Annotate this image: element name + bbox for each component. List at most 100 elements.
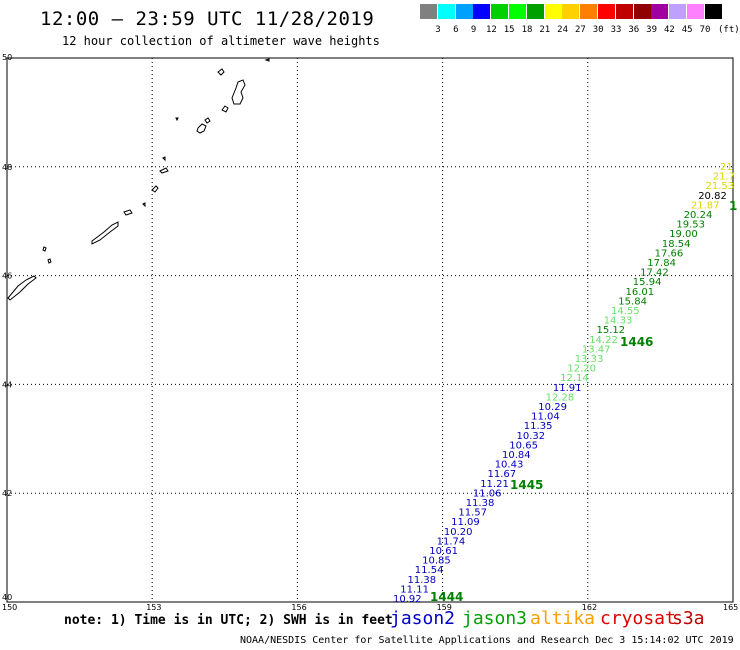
grid-lines [7,58,733,602]
legend-level-label: 42 [663,25,675,35]
longitude-label: 150 [2,603,17,612]
wave-height-label: 11.11 [400,584,429,595]
wave-height-label: 15.84 [618,296,647,307]
wave-height-label: 10.43 [495,460,524,471]
wave-height-label: 11.35 [524,421,553,432]
island-kuril-14 [264,58,270,62]
axis-labels: 150 153 156 159 162 165 40 42 44 46 48 50 [2,53,738,612]
legend-swatch [598,4,615,19]
wave-height-label: 11.04 [531,412,560,423]
coastline [7,58,270,301]
wave-height-label: 11.21 [480,479,509,490]
wave-height-label: 11.91 [553,383,582,394]
legend-swatch [526,4,544,19]
legend-level-label: 36 [628,25,640,35]
satellite-jason2: jason2 [390,608,456,629]
wave-height-label: 10.29 [538,402,567,413]
latitude-label: 46 [2,272,12,281]
satellite-s3a: s3a [672,608,705,629]
legend-swatch [633,4,651,19]
wave-height-label: 10.92 [393,594,422,605]
wave-height-label: 10.20 [444,527,473,538]
wave-height-label: 12.14 [560,373,589,384]
wave-height-label: 13.47 [582,344,611,355]
wave-height-label: 21.7 [713,172,735,183]
wave-height-label: 15.12 [597,325,626,336]
wave-height-label: 17.42 [640,268,669,279]
pass-number-label: 1445 [510,478,543,492]
island-paramushir [231,79,246,105]
altimeter-track: 10.9211.1111.3811.5410.8510.6111.7410.20… [393,162,737,605]
longitude-label: 165 [723,603,738,612]
legend-swatch [509,4,526,19]
legend-level-label: 27 [574,25,586,35]
pass-number-label: 1446 [620,335,653,349]
legend-swatch [420,4,437,19]
island-kuril-12 [221,105,229,113]
wave-height-label: 10.32 [517,431,546,442]
wave-height-label: 13.33 [575,354,604,365]
island-kuril-8 [159,167,169,174]
latitude-label: 48 [2,163,12,172]
legend-level-label: 45 [681,25,693,35]
credit-footer: NOAA/NESDIS Center for Satellite Applica… [240,635,734,646]
island-kuril-3 [47,258,52,264]
wave-height-label: 11.06 [473,488,502,499]
longitude-label: 162 [582,603,597,612]
island-kuril-11 [204,117,211,124]
wave-height-label: 10.84 [502,450,531,461]
wave-height-label: 14.33 [604,316,633,327]
island-kuril-1 [7,275,37,301]
wave-height-label: 21.53 [706,181,735,192]
pass-number-label: 1444 [430,590,463,604]
wave-height-label: 11.54 [415,565,444,576]
map-frame [6,57,734,603]
wave-height-label: 11.38 [408,575,437,586]
legend-swatch [562,4,580,19]
legend-unit: (ft) [718,25,740,35]
wave-height-label: 11.74 [437,536,466,547]
legend-level-label: 15 [503,25,515,35]
wave-height-label: 21.87 [691,200,720,211]
wave-height-label: 16.01 [626,287,655,298]
latitude-label: 42 [2,489,12,498]
wave-height-label: 20.24 [684,210,713,221]
longitude-label: 156 [291,603,306,612]
wave-height-label: 10.65 [509,440,538,451]
legend-level-label: 21 [539,25,551,35]
legend-swatch [473,4,491,19]
pass-number-label: 1 [729,199,737,213]
map-subtitle: 12 hour collection of altimeter wave hei… [62,34,380,48]
island-kuril-10 [196,123,207,134]
legend-swatch [455,4,473,19]
satellite-altika: altika [530,608,596,629]
legend-swatch [615,4,633,19]
wave-height-label: 17.84 [647,258,676,269]
longitude-label: 159 [437,603,452,612]
legend-swatch [687,4,704,19]
island-kuril-5 [123,209,133,216]
legend-level-label: 9 [470,25,477,35]
island-kuril-4 [91,221,119,245]
wave-height-label: 11.67 [488,469,517,480]
wave-height-label: 11.57 [458,508,487,519]
wave-height-label: 11.38 [466,498,495,509]
island-kuril-13 [175,117,179,122]
wave-height-label: 18.54 [662,239,691,250]
island-kuril-9 [162,156,166,162]
legend-level-label: 24 [557,25,569,35]
wave-height-label: 10.85 [422,556,451,567]
wave-height-label: 12.20 [567,364,596,375]
island-kuril-7 [151,185,159,193]
legend-swatch [669,4,687,19]
legend-swatch [437,4,455,19]
units-note: note: 1) Time is in UTC; 2) SWH is in fe… [64,613,393,628]
legend-level-label: 70 [699,25,711,35]
map-title: 12:00 — 23:59 UTC 11/28/2019 [40,8,375,30]
wave-height-label: 15.94 [633,277,662,288]
legend-level-label: 33 [610,25,622,35]
legend-swatch [544,4,562,19]
satellite-cryosat: cryosat [600,608,676,629]
wave-height-label: 20.82 [698,191,727,202]
